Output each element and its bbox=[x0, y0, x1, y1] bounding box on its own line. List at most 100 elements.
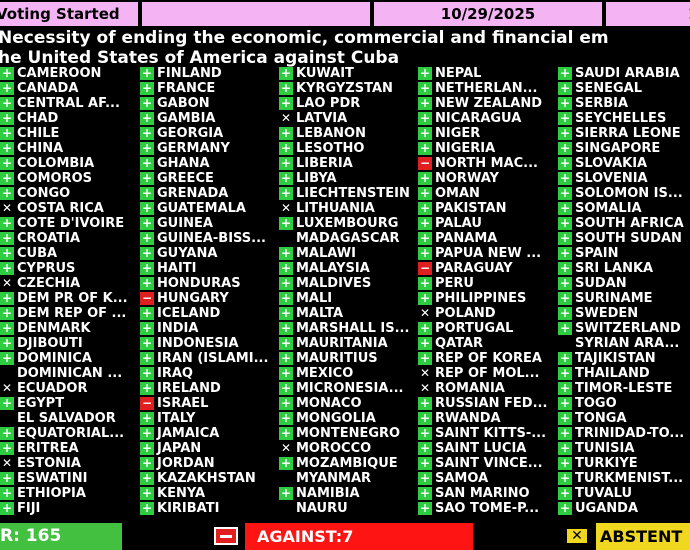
plus-icon: + bbox=[558, 126, 572, 140]
plus-icon: + bbox=[140, 381, 154, 395]
country-name: SOMALIA bbox=[575, 201, 642, 216]
country-name: GUINEA bbox=[157, 216, 213, 231]
plus-icon: + bbox=[558, 366, 572, 380]
country-row: NAURU bbox=[279, 501, 410, 516]
country-row: + GEORGIA bbox=[140, 126, 268, 141]
country-name: MONACO bbox=[296, 396, 362, 411]
plus-icon: + bbox=[279, 81, 293, 95]
plus-icon: + bbox=[418, 246, 432, 260]
country-row: EL SALVADOR bbox=[0, 411, 128, 426]
plus-icon: + bbox=[140, 156, 154, 170]
country-name: THAILAND bbox=[575, 366, 650, 381]
plus-icon: + bbox=[418, 396, 432, 410]
country-name: IRAN (ISLAMI... bbox=[157, 351, 269, 366]
country-row: + NIGER bbox=[418, 126, 547, 141]
country-row: + CONGO bbox=[0, 186, 128, 201]
country-row: + PHILIPPINES bbox=[418, 291, 547, 306]
country-name: CAMEROON bbox=[17, 66, 102, 81]
country-name: EGYPT bbox=[17, 396, 65, 411]
country-name: LUXEMBOURG bbox=[296, 216, 399, 231]
plus-icon: + bbox=[558, 171, 572, 185]
country-row: ✕ MOROCCO bbox=[279, 441, 410, 456]
plus-icon: + bbox=[0, 246, 14, 260]
plus-icon: + bbox=[140, 276, 154, 290]
country-name: COSTA RICA bbox=[17, 201, 104, 216]
country-name: KYRGYZSTAN bbox=[296, 81, 393, 96]
country-name: SWITZERLAND bbox=[575, 321, 681, 336]
abstain-icon: ✕ bbox=[565, 527, 589, 545]
country-row: + TAJIKISTAN bbox=[558, 351, 684, 366]
country-name: QATAR bbox=[435, 336, 484, 351]
country-name: MONTENEGRO bbox=[296, 426, 401, 441]
plus-icon: + bbox=[140, 501, 154, 515]
country-row: + MALTA bbox=[279, 306, 410, 321]
country-row: + TIMOR-LESTE bbox=[558, 381, 684, 396]
country-row: + RWANDA bbox=[418, 411, 547, 426]
country-name: JAMAICA bbox=[157, 426, 220, 441]
plus-icon: + bbox=[279, 366, 293, 380]
country-name: LIBERIA bbox=[296, 156, 353, 171]
plus-icon: + bbox=[0, 216, 14, 230]
country-row: + DEM REP OF ... bbox=[0, 306, 128, 321]
country-row: + IRAN (ISLAMI... bbox=[140, 351, 268, 366]
plus-icon: + bbox=[0, 156, 14, 170]
plus-icon: + bbox=[0, 426, 14, 440]
plus-icon: + bbox=[558, 291, 572, 305]
country-row: + SWITZERLAND bbox=[558, 321, 684, 336]
country-name: KIRIBATI bbox=[157, 501, 220, 516]
country-row: + FRANCE bbox=[140, 81, 268, 96]
country-row: + KAZAKHSTAN bbox=[140, 471, 268, 486]
country-row: MYANMAR bbox=[279, 471, 410, 486]
country-row: + JAMAICA bbox=[140, 426, 268, 441]
country-row: + GHANA bbox=[140, 156, 268, 171]
country-row: + JORDAN bbox=[140, 456, 268, 471]
plus-icon: + bbox=[0, 351, 14, 365]
country-name: SOUTH AFRICA bbox=[575, 216, 684, 231]
country-name: SRI LANKA bbox=[575, 261, 654, 276]
country-name: PAPUA NEW ... bbox=[435, 246, 542, 261]
country-row: + SWEDEN bbox=[558, 306, 684, 321]
plus-icon: + bbox=[0, 231, 14, 245]
country-row: + MARSHALL IS... bbox=[279, 321, 410, 336]
plus-icon: + bbox=[279, 291, 293, 305]
country-row: + SERBIA bbox=[558, 96, 684, 111]
country-row: + DOMINICA bbox=[0, 351, 128, 366]
country-row: + QATAR bbox=[418, 336, 547, 351]
resolution-title-line-1: Necessity of ending the economic, commer… bbox=[0, 28, 609, 48]
voting-status: Voting Started bbox=[0, 2, 138, 26]
country-row: + CHINA bbox=[0, 141, 128, 156]
country-row: ✕ LITHUANIA bbox=[279, 201, 410, 216]
country-row: − NORTH MAC... bbox=[418, 156, 547, 171]
plus-icon: + bbox=[279, 171, 293, 185]
country-row: + MEXICO bbox=[279, 366, 410, 381]
country-row: + GERMANY bbox=[140, 141, 268, 156]
country-name: CENTRAL AF... bbox=[17, 96, 120, 111]
country-name: GEORGIA bbox=[157, 126, 224, 141]
plus-icon: + bbox=[279, 321, 293, 335]
country-name: SURINAME bbox=[575, 291, 653, 306]
x-icon: ✕ bbox=[419, 381, 431, 395]
country-name: TURKIYE bbox=[575, 456, 638, 471]
x-icon: ✕ bbox=[1, 456, 13, 470]
country-row: + CAMEROON bbox=[0, 66, 128, 81]
country-row: + COLOMBIA bbox=[0, 156, 128, 171]
plus-icon: + bbox=[0, 471, 14, 485]
country-row: + TURKMENIST... bbox=[558, 471, 684, 486]
country-row: + SLOVENIA bbox=[558, 171, 684, 186]
country-row: + PERU bbox=[418, 276, 547, 291]
country-name: EL SALVADOR bbox=[17, 411, 116, 426]
plus-icon: + bbox=[140, 321, 154, 335]
yes-total: R: 165 bbox=[0, 523, 122, 550]
country-name: JORDAN bbox=[157, 456, 215, 471]
country-name: FIJI bbox=[17, 501, 41, 516]
blank-icon bbox=[279, 502, 293, 515]
country-row: + PAPUA NEW ... bbox=[418, 246, 547, 261]
plus-icon: + bbox=[418, 66, 432, 80]
country-row: + TONGA bbox=[558, 411, 684, 426]
plus-icon: + bbox=[0, 336, 14, 350]
country-row: + CENTRAL AF... bbox=[0, 96, 128, 111]
country-row: + COMOROS bbox=[0, 171, 128, 186]
country-name: GAMBIA bbox=[157, 111, 216, 126]
plus-icon: + bbox=[558, 231, 572, 245]
plus-icon: + bbox=[140, 336, 154, 350]
